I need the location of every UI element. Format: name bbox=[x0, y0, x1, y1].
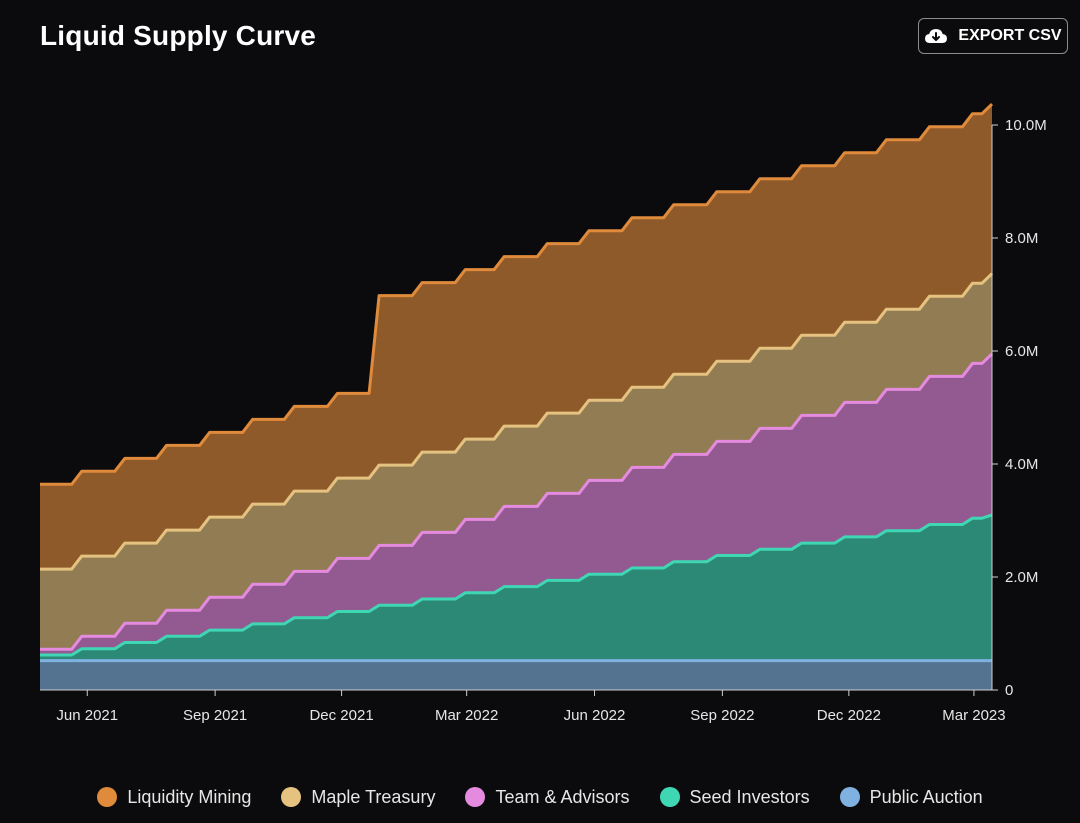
supply-chart: Jun 2021 Sep 2021 Dec 2021 Mar 2022 Jun 2022… bbox=[40, 103, 1047, 724]
legend-label: Liquidity Mining bbox=[127, 786, 252, 807]
x-tick-label: Dec 2022 bbox=[817, 707, 881, 724]
area-maple-treasury bbox=[40, 273, 992, 650]
y-tick-label: 10.0M bbox=[1005, 117, 1047, 134]
area-layer bbox=[40, 104, 992, 690]
cloud-download-icon bbox=[924, 27, 948, 45]
chart-title: Liquid Supply Curve bbox=[40, 20, 317, 51]
legend-item-liquidity-mining[interactable]: Liquidity Mining bbox=[97, 787, 251, 808]
legend-item-maple-treasury[interactable]: Maple Treasury bbox=[281, 787, 435, 808]
line-maple-treasury bbox=[40, 272, 994, 571]
x-tick-label: Sep 2022 bbox=[690, 707, 754, 724]
legend-swatch bbox=[97, 787, 118, 807]
area-team-advisors bbox=[40, 353, 992, 655]
legend-swatch bbox=[281, 787, 302, 807]
y-tick-label: 2.0M bbox=[1005, 569, 1038, 586]
legend-swatch bbox=[465, 787, 486, 807]
legend-swatch bbox=[839, 787, 860, 807]
x-tick-label: Mar 2022 bbox=[435, 707, 498, 724]
line-seed-investors bbox=[40, 513, 993, 657]
x-tick-label: Jun 2022 bbox=[564, 707, 626, 724]
export-csv-button[interactable]: EXPORT CSV bbox=[918, 18, 1068, 54]
legend-label: Public Auction bbox=[869, 786, 983, 807]
line-layer bbox=[40, 103, 994, 663]
x-tick-label: Jun 2021 bbox=[56, 707, 118, 724]
legend-item-seed-investors[interactable]: Seed Investors bbox=[659, 786, 810, 808]
legend-item-public-auction[interactable]: Public Auction bbox=[839, 786, 983, 808]
x-tick-label: Sep 2021 bbox=[183, 707, 247, 724]
area-liquidity-mining bbox=[40, 104, 992, 570]
x-tick-label: Mar 2023 bbox=[942, 707, 1005, 724]
area-public-auction bbox=[40, 660, 992, 690]
legend-label: Maple Treasury bbox=[311, 786, 436, 807]
chart-legend: Liquidity Mining Maple Treasury Team & Adv… bbox=[0, 780, 1080, 814]
legend-label: Team & Advisors bbox=[495, 786, 630, 807]
legend-swatch bbox=[659, 787, 680, 807]
x-tick-label: Dec 2021 bbox=[309, 707, 373, 724]
line-liquidity-mining bbox=[40, 103, 994, 486]
y-tick-label: 6.0M bbox=[1005, 343, 1038, 360]
axes-layer: Jun 2021 Sep 2021 Dec 2021 Mar 2022 Jun 2022… bbox=[40, 117, 1047, 724]
line-team-advisors bbox=[40, 352, 994, 651]
legend-item-team-advisors[interactable]: Team & Advisors bbox=[465, 786, 630, 808]
legend-label: Seed Investors bbox=[689, 786, 810, 807]
y-tick-label: 4.0M bbox=[1005, 456, 1038, 473]
y-tick-label: 8.0M bbox=[1005, 230, 1038, 247]
y-tick-label: 0 bbox=[1005, 682, 1013, 699]
export-csv-label: EXPORT CSV bbox=[958, 27, 1062, 44]
